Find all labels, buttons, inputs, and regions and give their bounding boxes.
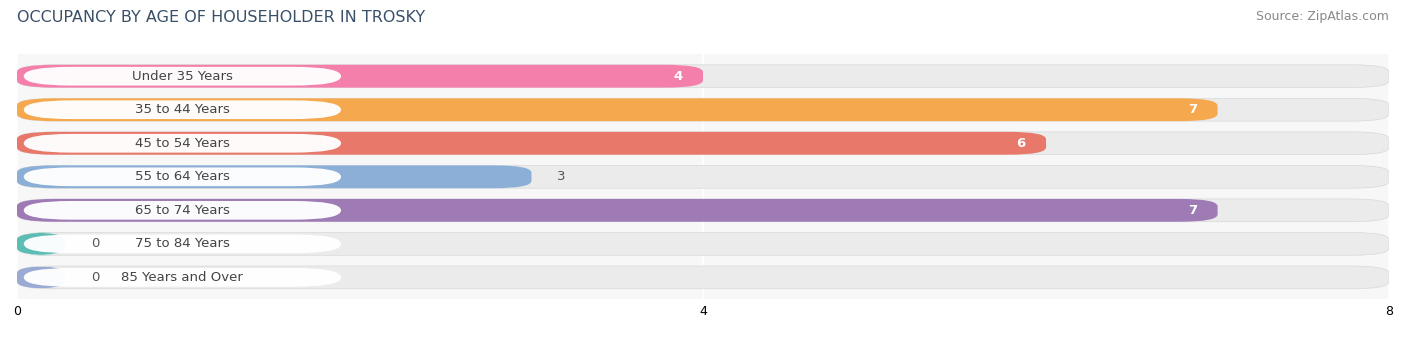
Text: 65 to 74 Years: 65 to 74 Years [135,204,229,217]
Text: 0: 0 [90,237,98,250]
Text: 55 to 64 Years: 55 to 64 Years [135,170,229,183]
FancyBboxPatch shape [24,100,342,119]
Text: 6: 6 [1017,137,1025,150]
Text: 4: 4 [673,70,682,83]
FancyBboxPatch shape [17,233,1389,255]
FancyBboxPatch shape [17,165,531,188]
FancyBboxPatch shape [17,266,65,289]
FancyBboxPatch shape [17,132,1389,155]
FancyBboxPatch shape [24,168,342,186]
FancyBboxPatch shape [24,67,342,86]
Text: Under 35 Years: Under 35 Years [132,70,233,83]
FancyBboxPatch shape [17,65,703,88]
FancyBboxPatch shape [17,266,1389,289]
FancyBboxPatch shape [24,235,342,253]
FancyBboxPatch shape [17,132,1046,155]
Text: 7: 7 [1188,204,1197,217]
Text: 45 to 54 Years: 45 to 54 Years [135,137,229,150]
FancyBboxPatch shape [17,98,1218,121]
FancyBboxPatch shape [24,134,342,153]
FancyBboxPatch shape [24,201,342,220]
Text: 85 Years and Over: 85 Years and Over [121,271,243,284]
FancyBboxPatch shape [17,165,1389,188]
FancyBboxPatch shape [17,199,1218,222]
Text: 35 to 44 Years: 35 to 44 Years [135,103,229,116]
Text: OCCUPANCY BY AGE OF HOUSEHOLDER IN TROSKY: OCCUPANCY BY AGE OF HOUSEHOLDER IN TROSK… [17,10,425,25]
Text: 75 to 84 Years: 75 to 84 Years [135,237,229,250]
FancyBboxPatch shape [17,233,65,255]
Text: Source: ZipAtlas.com: Source: ZipAtlas.com [1256,10,1389,23]
FancyBboxPatch shape [24,268,342,287]
Text: 7: 7 [1188,103,1197,116]
Text: 3: 3 [557,170,565,183]
FancyBboxPatch shape [17,98,1389,121]
FancyBboxPatch shape [17,65,1389,88]
Text: 0: 0 [90,271,98,284]
FancyBboxPatch shape [17,199,1389,222]
